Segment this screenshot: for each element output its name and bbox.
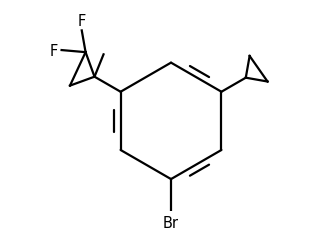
Text: F: F — [49, 43, 57, 58]
Text: F: F — [78, 14, 86, 29]
Text: Br: Br — [163, 215, 179, 230]
